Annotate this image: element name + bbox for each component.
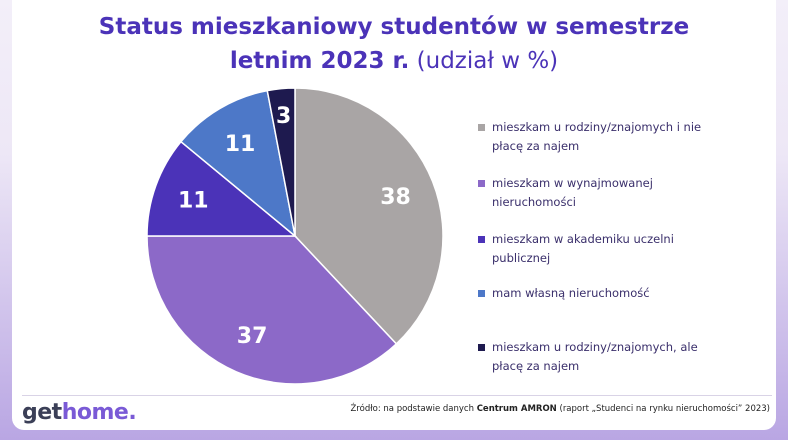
pie-labels: 38 37 11 11 3 — [178, 104, 411, 349]
slice-value-label: 38 — [380, 185, 411, 210]
pie-slice — [294, 87, 444, 345]
legend-item: mam własną nieruchomość — [478, 284, 718, 303]
slice-value-label: 37 — [237, 324, 268, 349]
pie-slices — [146, 87, 444, 385]
source-note: Źródło: na podstawie danych Centrum AMRO… — [350, 404, 770, 414]
pie-slice — [146, 140, 298, 237]
title-line-2-normal: (udział w %) — [409, 48, 559, 74]
source-bold: Centrum AMRON — [476, 404, 557, 414]
legend-label: mieszkam u rodziny/znajomych i nie — [492, 120, 702, 134]
logo-dot: . — [128, 400, 137, 425]
pie-slice — [146, 235, 398, 385]
logo-text-main: get — [22, 400, 62, 425]
slice-value-label: 3 — [276, 104, 291, 129]
legend-label: mam własną nieruchomość — [492, 286, 650, 300]
legend-label: mieszkam w akademiku uczelni — [492, 232, 674, 246]
legend-item: mieszkam u rodziny/znajomych i nie płacę … — [478, 118, 718, 156]
legend-label-cont: płacę za najem — [492, 359, 580, 373]
legend-label: mieszkam u rodziny/znajomych, ale — [492, 340, 698, 354]
legend-swatch — [478, 344, 485, 351]
chart-title: Status mieszkaniowy studentów w semestrz… — [0, 10, 788, 78]
legend-item: mieszkam w wynajmowanej nieruchomości — [478, 174, 718, 212]
legend-item: mieszkam w akademiku uczelni publicznej — [478, 230, 718, 268]
legend-swatch — [478, 124, 485, 131]
legend-swatch — [478, 180, 485, 187]
legend-label: mieszkam w wynajmowanej — [492, 176, 653, 190]
legend-item: mieszkam u rodziny/znajomych, ale płacę z… — [478, 338, 718, 376]
logo-text-accent: home — [61, 400, 129, 425]
source-prefix: Źródło: na podstawie danych — [350, 404, 477, 414]
slice-value-label: 11 — [178, 188, 209, 213]
pie-slice — [266, 87, 296, 237]
title-line-1: Status mieszkaniowy studentów w semestrz… — [98, 14, 690, 40]
title-line-2-bold: letnim 2023 r. — [229, 48, 410, 74]
footer-divider — [22, 395, 772, 396]
legend-swatch — [478, 290, 485, 297]
source-suffix: (raport „Studenci na rynku nieruchomości… — [556, 404, 770, 414]
gethome-logo: gethome. — [22, 400, 137, 425]
legend-label-cont: publicznej — [492, 251, 551, 265]
slice-value-label: 11 — [225, 132, 256, 157]
legend-swatch — [478, 236, 485, 243]
legend-label-cont: nieruchomości — [492, 195, 576, 209]
pie-slice — [179, 89, 297, 238]
legend-label-cont: płacę za najem — [492, 139, 580, 153]
